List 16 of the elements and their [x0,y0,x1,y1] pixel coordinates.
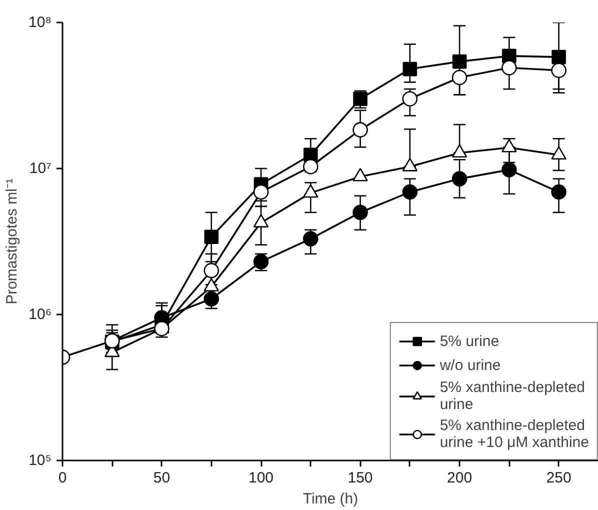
x-tick-label: 150 [348,470,373,486]
legend-label: 5% urine [440,332,500,350]
y-tick-label: 10⁸ [28,14,52,31]
x-tick-label: 250 [546,470,572,486]
legend-label: 5% xanthine-depleted urine +10 μM xanthine [440,417,589,451]
y-tick-label: 10⁶ [28,306,52,323]
x-tick-label: 200 [447,470,472,486]
legend-label: w/o urine [440,356,501,374]
y-axis-title: Promastigotes ml⁻¹ [3,178,20,304]
y-tick-label: 10⁷ [29,160,52,177]
x-tick-label: 0 [58,470,67,486]
x-tick-label: 50 [153,470,170,486]
legend-label: 5% xanthine-depleted urine [440,379,585,413]
y-tick-label: 10⁵ [28,452,52,469]
x-tick-label: 100 [248,470,274,486]
x-axis-title: Time (h) [302,490,358,508]
